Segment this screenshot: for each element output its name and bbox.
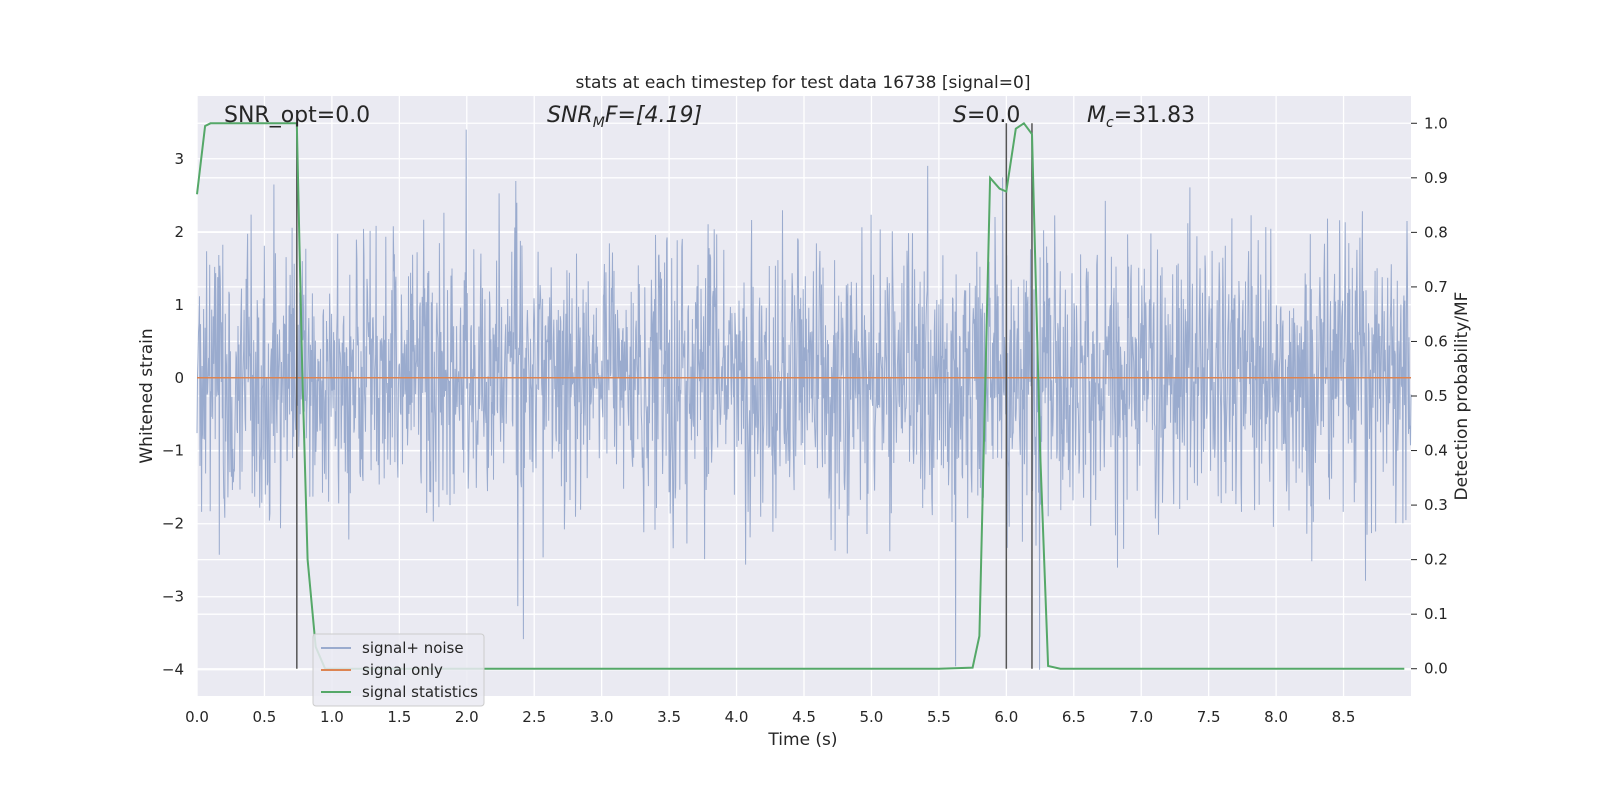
y2-tick-label: 0.3 bbox=[1424, 496, 1448, 514]
x-tick-label: 6.5 bbox=[1062, 708, 1086, 726]
y-tick-label: −3 bbox=[162, 588, 184, 606]
y2-tick-label: 0.8 bbox=[1424, 223, 1448, 241]
series-signal-noise bbox=[196, 129, 1412, 670]
y2-tick-label: 0.9 bbox=[1424, 169, 1448, 187]
x-axis-ticks: 0.0 0.5 1.0 1.5 2.0 2.5 3.0 3.5 4.0 4.5 5.0 5.5 6.0 6… bbox=[185, 708, 1355, 726]
x-tick-label: 7.0 bbox=[1129, 708, 1153, 726]
annotation-mc: Mc=31.83 bbox=[1087, 103, 1195, 131]
annotation-s: S=0.0 bbox=[953, 103, 1020, 128]
y-tick-label: 3 bbox=[174, 150, 184, 168]
y-axis-ticks: 3 2 1 0 −1 −2 −3 −4 bbox=[162, 150, 184, 679]
y2-tick-label: 0.5 bbox=[1424, 387, 1448, 405]
y-tick-label: 2 bbox=[174, 223, 184, 241]
y-tick-label: −4 bbox=[162, 661, 184, 679]
vertical-markers bbox=[296, 123, 1033, 669]
y-tick-label: 1 bbox=[174, 296, 184, 314]
x-tick-label: 7.5 bbox=[1197, 708, 1221, 726]
x-tick-label: 6.0 bbox=[994, 708, 1018, 726]
legend-label-statistics: signal statistics bbox=[362, 683, 478, 701]
x-tick-label: 5.5 bbox=[927, 708, 951, 726]
x-tick-label: 3.0 bbox=[590, 708, 614, 726]
y2-tick-label: 0.7 bbox=[1424, 278, 1448, 296]
y-tick-label: −1 bbox=[162, 442, 184, 460]
x-tick-label: 8.5 bbox=[1332, 708, 1356, 726]
x-tick-label: 3.5 bbox=[657, 708, 681, 726]
y2-tick-label: 0.1 bbox=[1424, 605, 1448, 623]
series-signal-statistics bbox=[196, 121, 1405, 670]
x-axis-label: Time (s) bbox=[767, 730, 837, 750]
y-tick-label: 0 bbox=[174, 369, 184, 387]
x-tick-label: 2.0 bbox=[455, 708, 479, 726]
y2-axis-ticks: 1.0 0.9 0.8 0.7 0.6 0.5 0.4 0.3 0.2 0.1 0.0 bbox=[1411, 114, 1448, 678]
legend: signal+ noise signal only signal statist… bbox=[312, 633, 485, 707]
annotation-snr-mf: SNRMF=[4.19] bbox=[547, 103, 702, 131]
y-axis-label: Whitened strain bbox=[137, 328, 157, 463]
x-tick-label: 0.5 bbox=[253, 708, 277, 726]
x-tick-label: 2.5 bbox=[522, 708, 546, 726]
legend-label-noise: signal+ noise bbox=[362, 639, 464, 657]
annotation-snr-opt: SNR_opt=0.0 bbox=[224, 103, 370, 128]
x-tick-label: 5.0 bbox=[860, 708, 884, 726]
x-tick-label: 4.0 bbox=[725, 708, 749, 726]
x-tick-label: 0.0 bbox=[185, 708, 209, 726]
x-tick-label: 8.0 bbox=[1264, 708, 1288, 726]
legend-label-signal-only: signal only bbox=[362, 661, 443, 679]
y2-tick-label: 0.2 bbox=[1424, 551, 1448, 569]
y2-axis-label: Detection probability/MF bbox=[1452, 292, 1472, 501]
y2-tick-label: 0.0 bbox=[1424, 660, 1448, 678]
y-tick-label: −2 bbox=[162, 515, 184, 533]
x-tick-label: 1.0 bbox=[320, 708, 344, 726]
y2-tick-label: 0.4 bbox=[1424, 442, 1448, 460]
noise-trace bbox=[196, 129, 1412, 670]
chart-title: stats at each timestep for test data 167… bbox=[576, 73, 1031, 93]
y2-tick-label: 0.6 bbox=[1424, 332, 1448, 350]
y2-tick-label: 1.0 bbox=[1424, 114, 1448, 132]
x-tick-label: 1.5 bbox=[387, 708, 411, 726]
x-tick-label: 4.5 bbox=[792, 708, 816, 726]
